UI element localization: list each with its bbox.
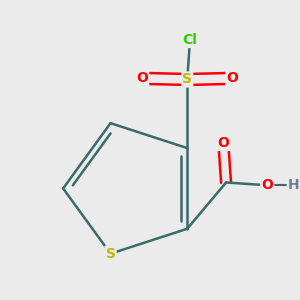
Text: O: O xyxy=(261,178,273,192)
Text: O: O xyxy=(136,71,148,85)
Text: H: H xyxy=(288,178,299,192)
Text: O: O xyxy=(226,71,238,85)
Text: Cl: Cl xyxy=(183,33,197,47)
Text: S: S xyxy=(182,73,192,86)
Text: S: S xyxy=(106,247,116,261)
Text: O: O xyxy=(218,136,229,150)
